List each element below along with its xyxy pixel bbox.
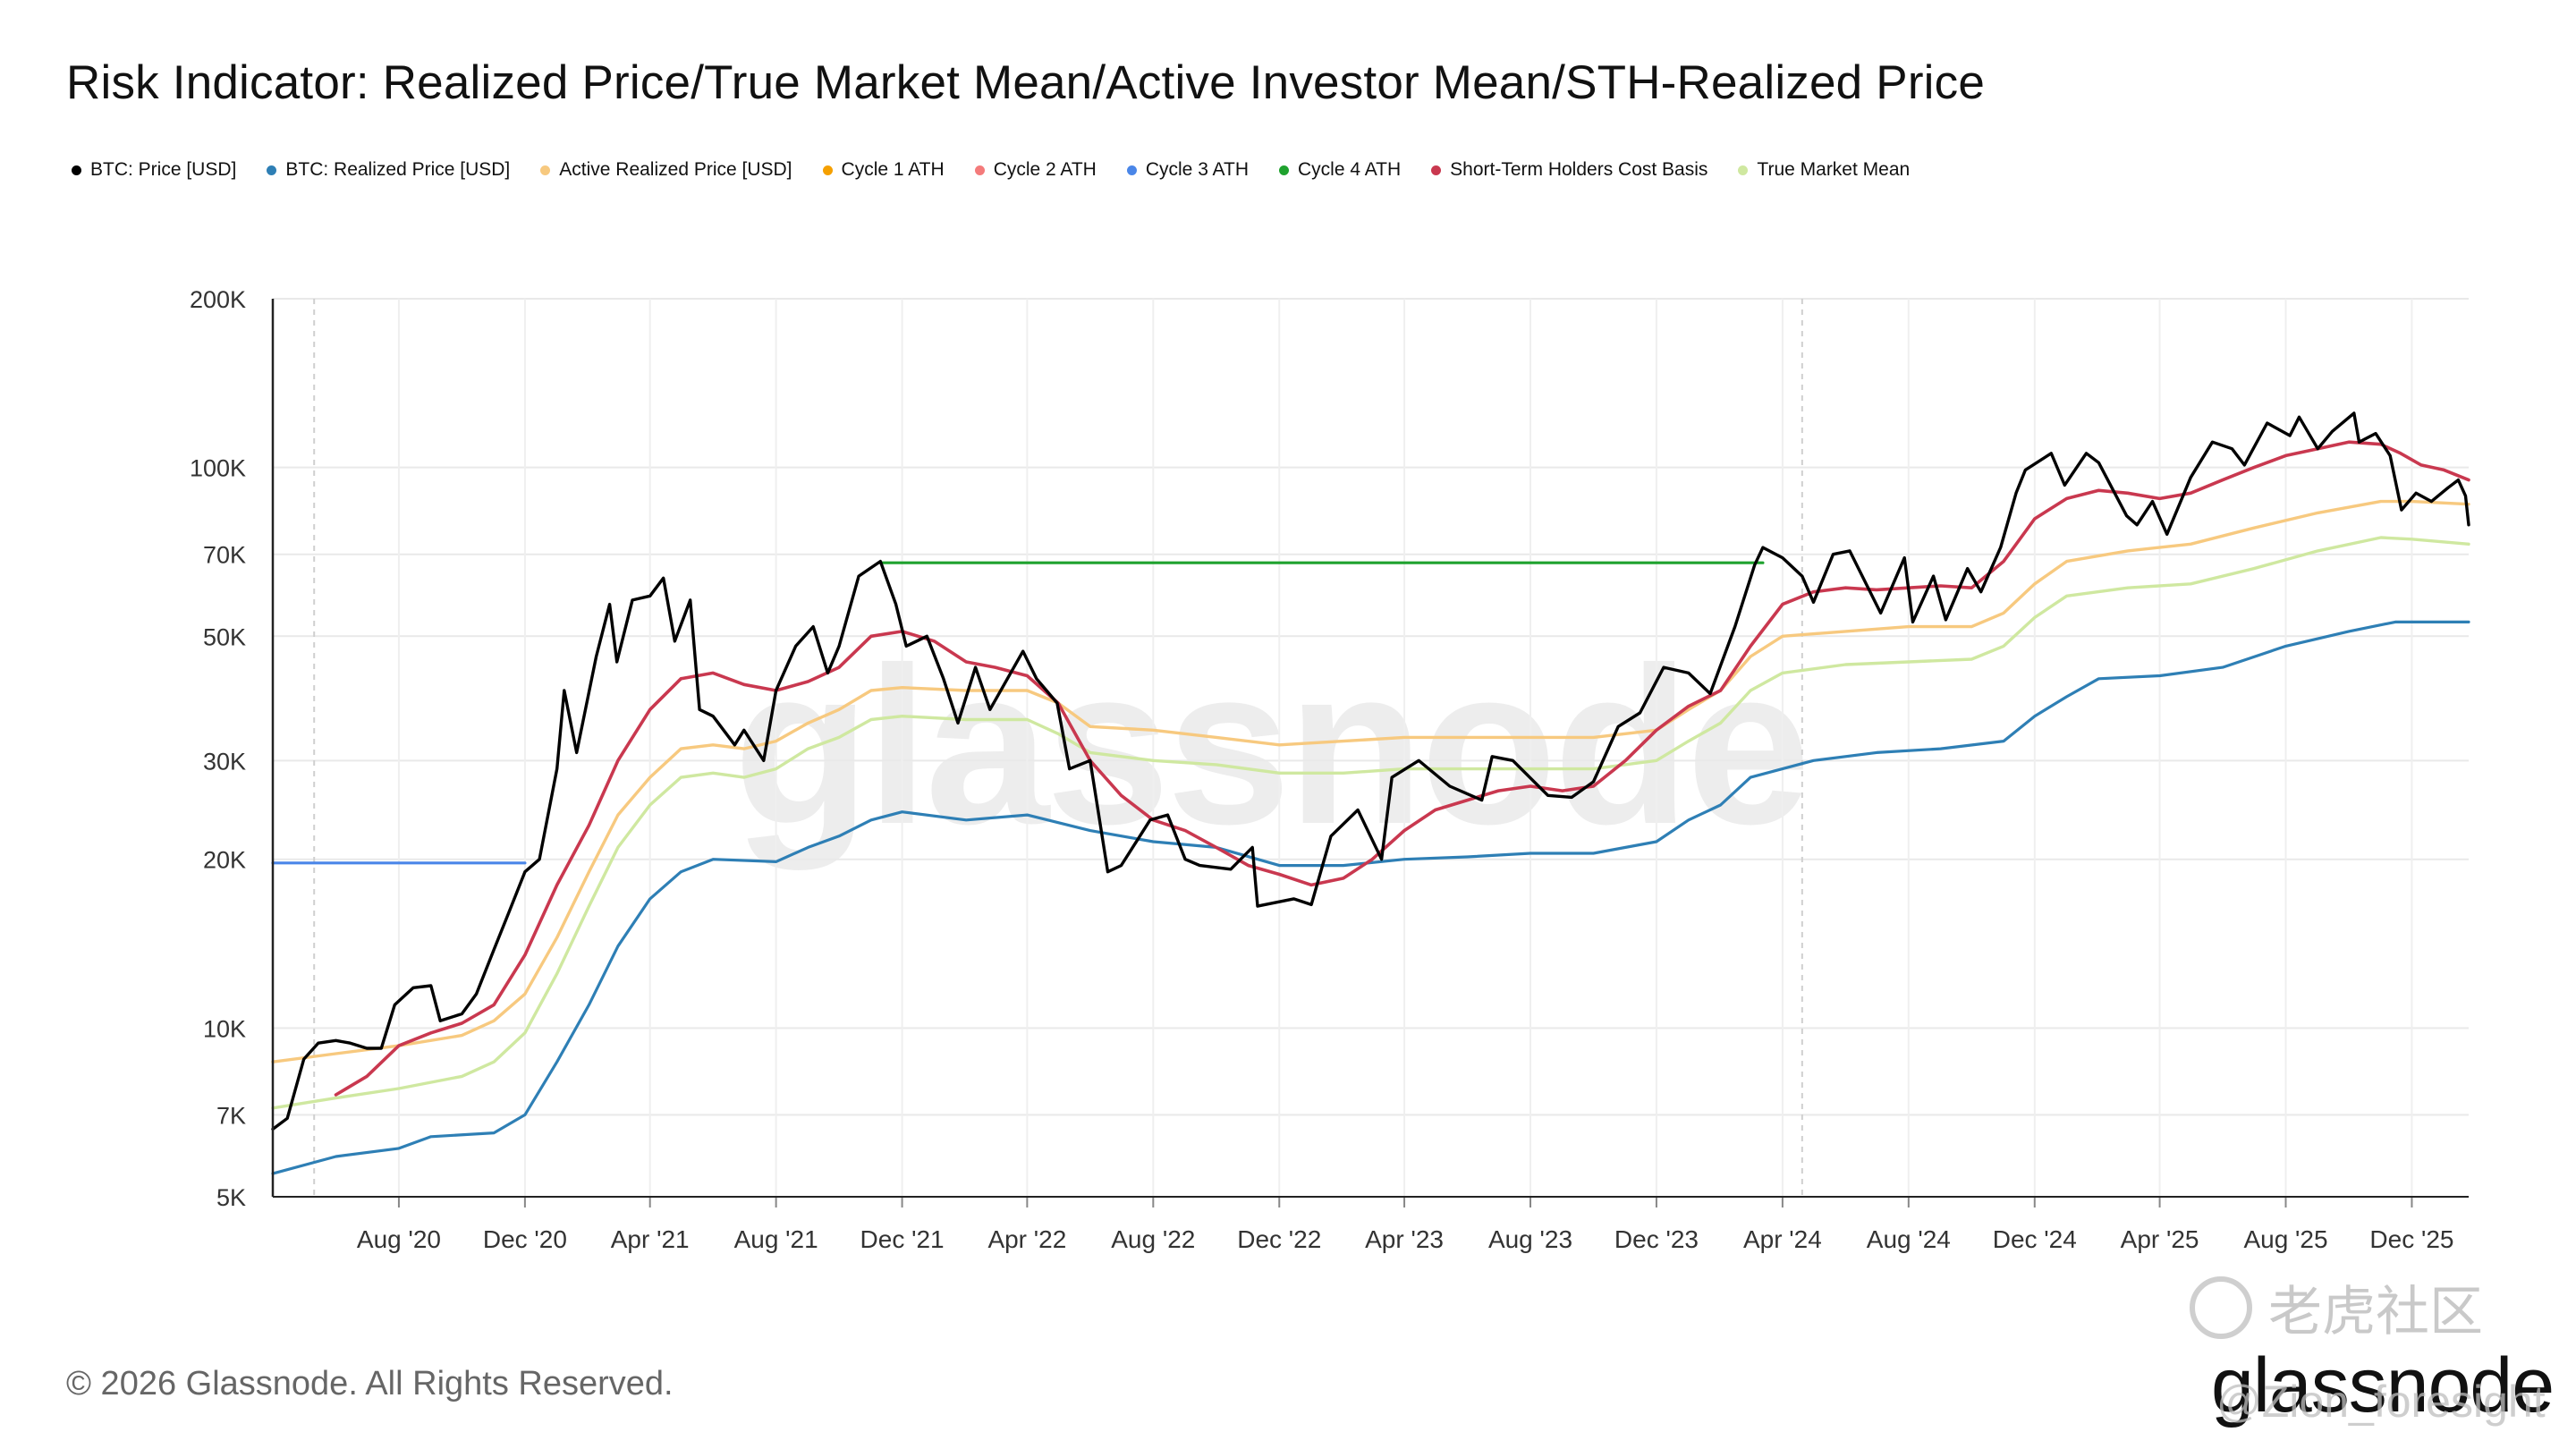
legend-dot-icon [1126, 165, 1137, 175]
series-active-realized-price-usd [271, 499, 2470, 1063]
legend-dot-icon [72, 165, 81, 175]
glassnode-logo: glassnode [2211, 1343, 2555, 1428]
y-tick-label: 7K [216, 1102, 246, 1129]
legend-label: Cycle 4 ATH [1298, 159, 1402, 180]
legend-label: True Market Mean [1757, 159, 1911, 180]
y-tick-label: 100K [190, 455, 246, 482]
legend-dot-icon [1738, 165, 1749, 175]
legend-dot-icon [1279, 165, 1289, 175]
x-tick-label: Aug '20 [357, 1225, 441, 1253]
y-tick-label: 50K [203, 623, 246, 650]
x-tick-label: Aug '25 [2243, 1225, 2327, 1253]
x-tick-label: Dec '21 [860, 1225, 945, 1253]
community-watermark-text: 老虎社区 [2268, 1282, 2483, 1342]
legend-item[interactable]: BTC: Realized Price [USD] [267, 159, 510, 181]
chart-title: Risk Indicator: Realized Price/True Mark… [66, 56, 1986, 109]
legend-item[interactable]: Active Realized Price [USD] [540, 159, 792, 181]
chart-legend: BTC: Price [USD] BTC: Realized Price [USD… [72, 159, 1910, 181]
y-tick-label: 30K [203, 748, 246, 775]
community-logo-icon [2190, 1275, 2252, 1339]
y-tick-label: 10K [203, 1015, 246, 1042]
series-btc-price-usd [271, 411, 2470, 1131]
legend-label: Cycle 3 ATH [1145, 159, 1249, 180]
series-layer [271, 411, 2470, 1175]
y-tick-label: 70K [203, 542, 246, 569]
axis-layer: 5K 7K 10K 20K 30K 50K 70K 100K 200K Aug '20 Dec '2… [190, 286, 2469, 1253]
legend-label: BTC: Realized Price [USD] [285, 159, 511, 180]
legend-dot-icon [822, 165, 833, 175]
legend-dot-icon [974, 165, 985, 175]
legend-item[interactable]: True Market Mean [1738, 159, 1910, 181]
x-tick-label: Apr '24 [1743, 1225, 1822, 1253]
x-tick-label: Dec '22 [1237, 1225, 1321, 1253]
x-tick-label: Apr '21 [611, 1225, 690, 1253]
x-tick-label: Aug '23 [1488, 1225, 1572, 1253]
grid-layer [273, 298, 2469, 1198]
legend-item[interactable]: Cycle 2 ATH [974, 159, 1097, 181]
y-tick-label: 20K [203, 847, 246, 874]
x-tick-label: Apr '22 [987, 1225, 1066, 1253]
x-tick-label: Dec '25 [2369, 1225, 2453, 1253]
x-tick-label: Apr '25 [2121, 1225, 2199, 1253]
x-tick-label: Aug '21 [734, 1225, 818, 1253]
legend-label: Active Realized Price [USD] [559, 159, 792, 180]
user-watermark: @Zion_foresight [2216, 1377, 2546, 1427]
legend-label: Cycle 2 ATH [993, 159, 1097, 180]
legend-dot-icon [267, 165, 277, 175]
x-tick-label: Apr '23 [1365, 1225, 1444, 1253]
series-true-market-mean [271, 536, 2470, 1110]
legend-label: Cycle 1 ATH [841, 159, 945, 180]
x-tick-label: Dec '23 [1614, 1225, 1699, 1253]
legend-item[interactable]: Cycle 1 ATH [822, 159, 945, 181]
series-btc-realized-price-usd [271, 620, 2470, 1175]
community-watermark: 老虎社区 [2190, 1268, 2483, 1346]
y-tick-label: 5K [216, 1184, 246, 1211]
x-tick-label: Dec '20 [483, 1225, 567, 1253]
vertical-markers [313, 299, 1803, 1197]
legend-item[interactable]: Cycle 4 ATH [1279, 159, 1401, 181]
copyright-text: © 2026 Glassnode. All Rights Reserved. [66, 1365, 674, 1402]
y-tick-label: 200K [190, 286, 246, 313]
x-tick-label: Aug '24 [1867, 1225, 1951, 1253]
x-tick-label: Dec '24 [1993, 1225, 2077, 1253]
x-tick-label: Aug '22 [1111, 1225, 1195, 1253]
legend-item[interactable]: Cycle 3 ATH [1126, 159, 1249, 181]
legend-dot-icon [1431, 165, 1442, 175]
legend-item[interactable]: BTC: Price [USD] [72, 159, 236, 181]
legend-label: Short-Term Holders Cost Basis [1450, 159, 1708, 180]
legend-dot-icon [540, 165, 551, 175]
legend-item[interactable]: Short-Term Holders Cost Basis [1431, 159, 1707, 181]
legend-label: BTC: Price [USD] [90, 159, 237, 180]
